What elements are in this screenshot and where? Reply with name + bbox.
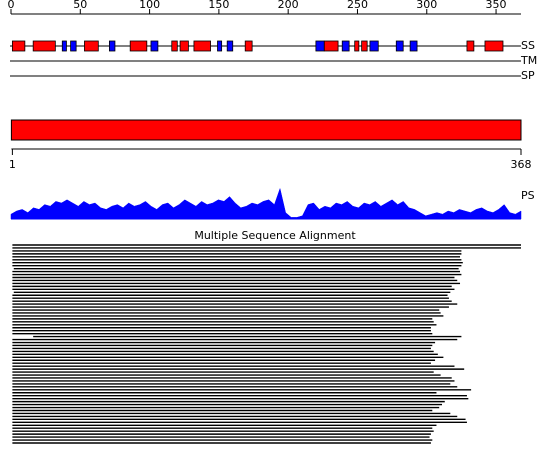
tick-label: 150 [208, 0, 229, 11]
tick-label: 350 [486, 0, 507, 11]
helix [179, 40, 189, 52]
helix [32, 40, 56, 52]
range-label: 368 [511, 158, 532, 171]
range-label: 1 [9, 158, 16, 171]
track-label: SS [521, 39, 535, 52]
strand [409, 40, 418, 52]
helix [323, 40, 339, 52]
strand [395, 40, 404, 52]
tick-label: 100 [139, 0, 160, 11]
strand [61, 40, 67, 52]
tick-label: 0 [8, 0, 15, 11]
helix [171, 40, 178, 52]
tick-label: 300 [416, 0, 437, 11]
alignment-title: Multiple Sequence Alignment [194, 229, 356, 242]
conservation-profile [10, 187, 522, 220]
strand [341, 40, 350, 52]
helix [193, 40, 211, 52]
strand [315, 40, 325, 52]
tick-label: 200 [278, 0, 299, 11]
helix [466, 40, 475, 52]
track-label: TM [520, 54, 537, 67]
helix [244, 40, 253, 52]
strand [150, 40, 159, 52]
strand [226, 40, 234, 52]
strand [369, 40, 379, 52]
strand [108, 40, 116, 52]
strand [70, 40, 77, 52]
track-label: SP [521, 69, 535, 82]
helix [11, 40, 26, 52]
helix [484, 40, 504, 52]
tick-label: 250 [347, 0, 368, 11]
helix [84, 40, 99, 52]
conservation-label: PS [521, 189, 535, 202]
strand [217, 40, 223, 52]
helix [129, 40, 148, 52]
helix [354, 40, 360, 52]
domain-bar [10, 119, 522, 141]
helix [361, 40, 368, 52]
tick-label: 50 [73, 0, 87, 11]
